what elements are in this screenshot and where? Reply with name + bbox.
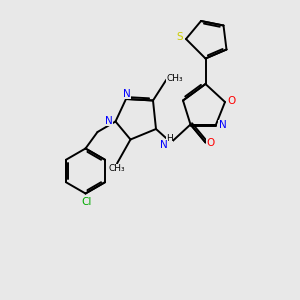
Text: CH₃: CH₃ [108,164,125,173]
Text: N: N [123,88,130,99]
Text: N: N [219,120,226,130]
Text: CH₃: CH₃ [167,74,183,82]
Text: Cl: Cl [81,197,91,207]
Text: O: O [207,137,215,148]
Text: O: O [227,95,236,106]
Text: N: N [160,140,167,150]
Text: N: N [105,116,113,126]
Text: H: H [166,134,173,143]
Text: S: S [176,32,183,43]
